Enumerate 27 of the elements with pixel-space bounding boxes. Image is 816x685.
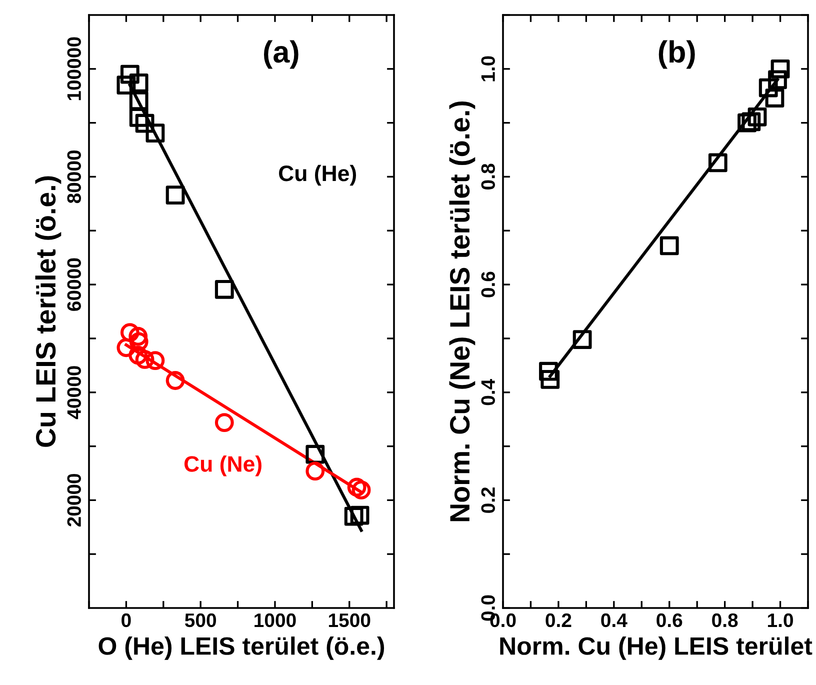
y-tick-label: 100000	[67, 37, 81, 100]
x-tick-label: 500	[184, 613, 216, 628]
x-axis-title: O (He) LEIS terület (ö.e.)	[98, 636, 384, 660]
x-tick-label: 1.0	[768, 613, 793, 628]
y-axis-title: Cu LEIS terület (ö.e.)	[35, 176, 62, 447]
y-tick-label: 60000	[67, 258, 81, 311]
y-tick-label: 1.0	[481, 56, 495, 82]
x-axis-title: Norm. Cu (He) LEIS terület	[500, 636, 812, 660]
annotation: (a)	[264, 40, 298, 69]
y-tick-label: 0.4	[481, 378, 495, 406]
x-tick-label: 1500	[328, 613, 370, 628]
x-tick-label: 0.6	[656, 613, 682, 628]
legend-label: Cu (He)	[279, 164, 356, 186]
series-label: Cu (Ne)	[184, 456, 262, 476]
y-tick-label: 0.6	[481, 272, 495, 298]
y-tick-label: 20000	[67, 474, 81, 527]
x-tick-label: 0.4	[601, 613, 628, 628]
y-tick-label: 0.8	[481, 164, 495, 190]
y-tick-label: 0.2	[481, 487, 495, 513]
annotation: (b)	[658, 40, 695, 69]
y-axis-title: Norm. Cu (Ne) LEIS terület (ö.e.)	[449, 101, 476, 522]
x-tick-label: 0.2	[546, 613, 572, 628]
x-tick-label: 0	[122, 613, 131, 628]
y-tick-label: 40000	[67, 366, 81, 420]
x-tick-label: 0.8	[712, 613, 738, 628]
x-tick-label: 1000	[254, 613, 296, 628]
y-tick-label: 80000	[67, 150, 81, 204]
